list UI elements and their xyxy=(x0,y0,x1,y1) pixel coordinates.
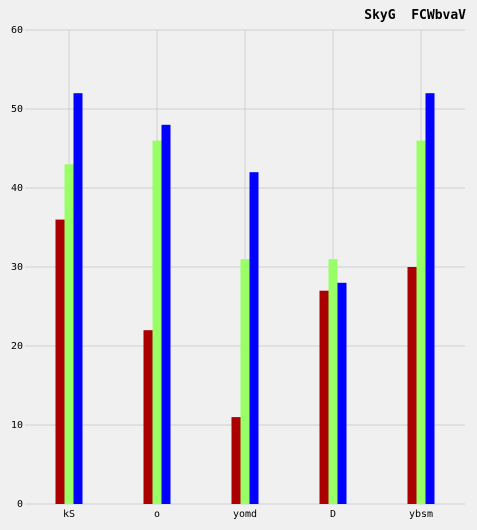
bar xyxy=(337,282,347,504)
x-tick-label: yomd xyxy=(233,509,257,520)
bar xyxy=(240,259,250,504)
bar xyxy=(231,417,241,504)
y-tick-label: 20 xyxy=(11,341,23,352)
bar xyxy=(161,124,171,505)
bar xyxy=(64,164,74,505)
bar xyxy=(143,330,153,504)
bar xyxy=(319,290,329,504)
bar xyxy=(55,219,65,504)
x-tick-label: ybsm xyxy=(409,509,433,520)
x-tick-label: o xyxy=(154,509,160,520)
y-tick-label: 50 xyxy=(11,104,23,115)
bar xyxy=(328,259,338,504)
y-tick-label: 60 xyxy=(11,25,23,36)
bar xyxy=(152,140,162,504)
chart-title: SkyG FCWbvaV xyxy=(364,8,466,23)
y-tick-label: 30 xyxy=(11,262,23,273)
bar xyxy=(425,93,435,504)
y-tick-label: 40 xyxy=(11,183,23,194)
y-tick-label: 10 xyxy=(11,420,23,431)
bar xyxy=(416,140,426,504)
bar xyxy=(249,172,259,504)
x-tick-label: D xyxy=(330,509,336,520)
bar xyxy=(407,267,417,504)
x-tick-label: kS xyxy=(63,509,75,520)
bar xyxy=(73,93,83,504)
y-tick-label: 0 xyxy=(17,499,23,510)
